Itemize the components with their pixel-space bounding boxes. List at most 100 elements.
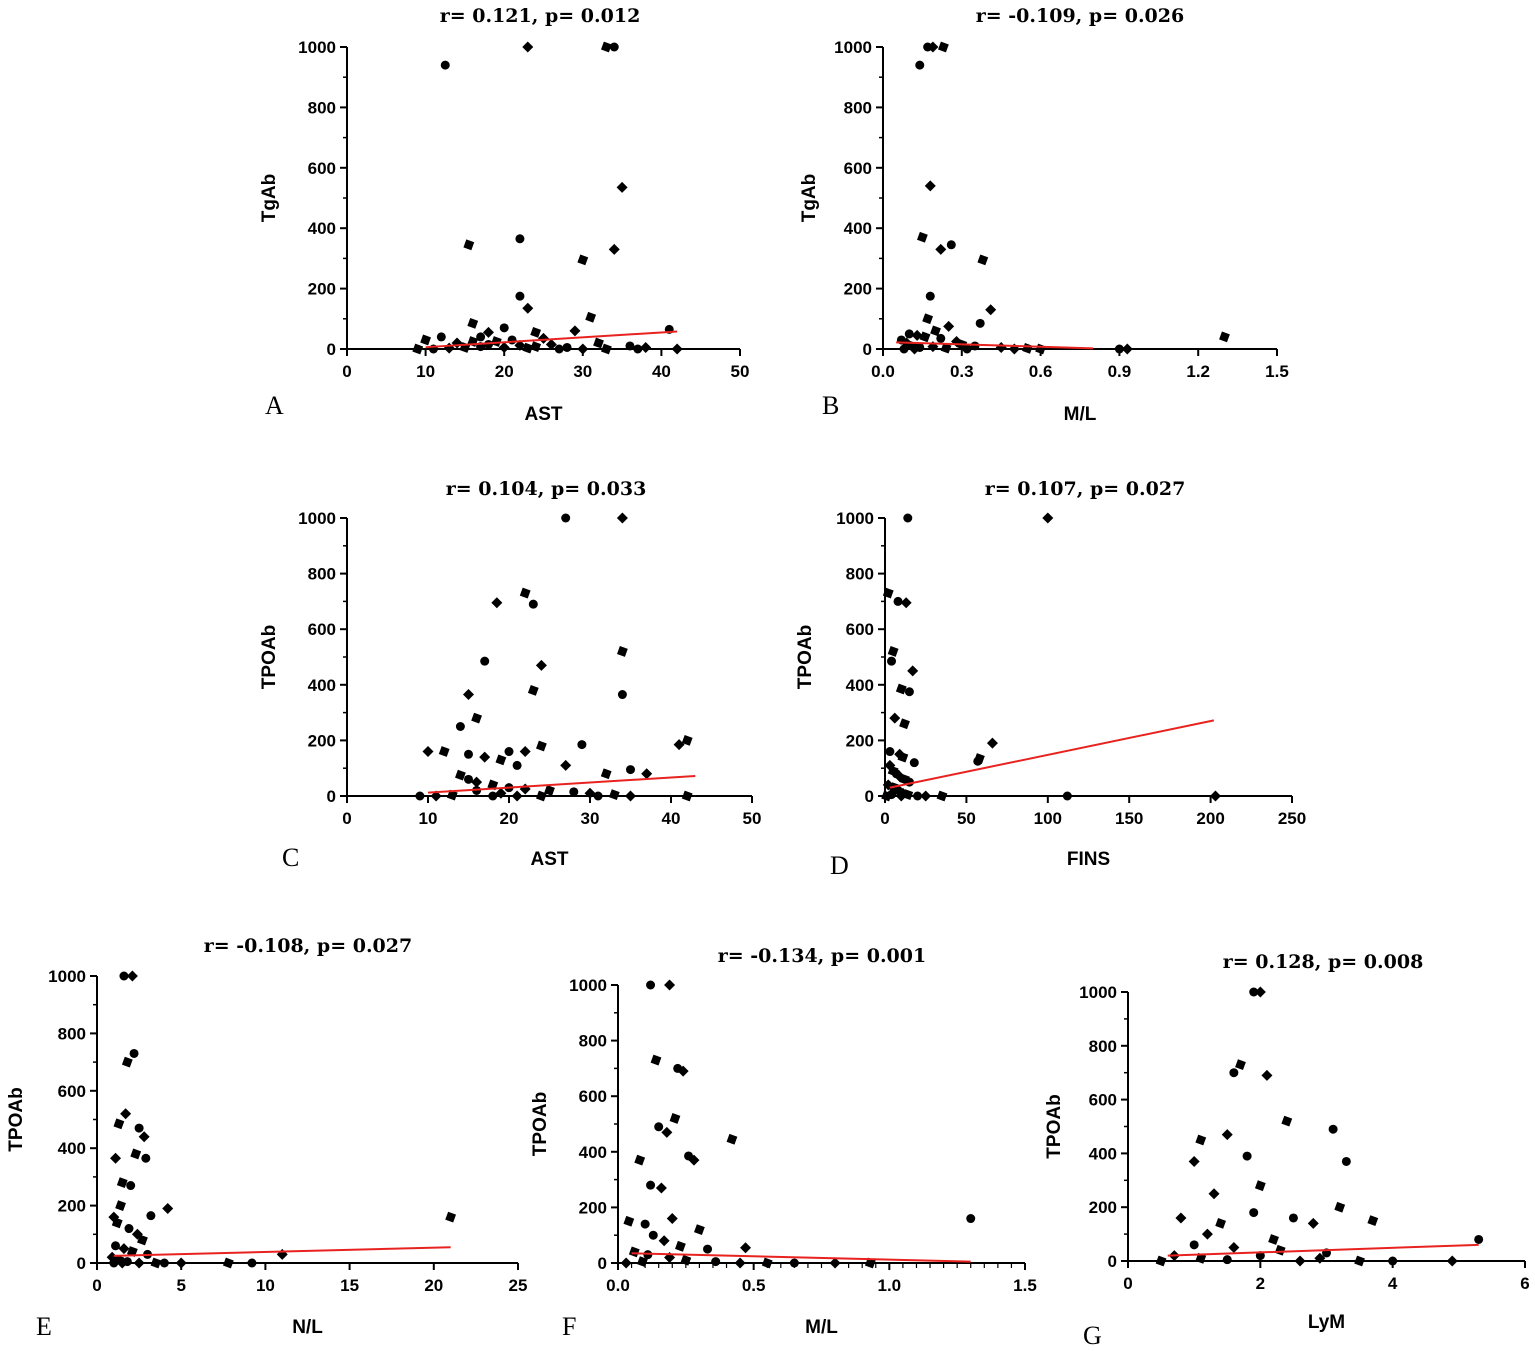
x-tick-label: 1.5 bbox=[1265, 362, 1289, 381]
data-point bbox=[528, 599, 538, 609]
data-point bbox=[946, 240, 956, 250]
x-tick-label: 50 bbox=[743, 809, 762, 828]
x-tick-label: 10 bbox=[419, 809, 438, 828]
data-point bbox=[111, 1241, 121, 1251]
data-point bbox=[412, 343, 424, 355]
data-point bbox=[560, 759, 572, 771]
data-point bbox=[637, 1256, 648, 1267]
chart-panel-g: r= 0.128, p= 0.008 0 200 400 600 800 1000 0 2 4 6 L… bbox=[1044, 951, 1530, 1350]
x-tick-label: 10 bbox=[256, 1276, 275, 1295]
data-point bbox=[889, 712, 901, 724]
data-point bbox=[535, 659, 547, 671]
data-point bbox=[536, 740, 547, 752]
data-point bbox=[1274, 1244, 1286, 1256]
x-tick-label: 0 bbox=[342, 362, 351, 381]
data-point bbox=[895, 683, 907, 695]
data-point bbox=[415, 791, 425, 801]
data-point bbox=[110, 1152, 122, 1164]
data-point bbox=[440, 60, 450, 70]
data-point bbox=[726, 1133, 738, 1145]
data-point bbox=[919, 331, 931, 343]
chart-title: r= 0.128, p= 0.008 bbox=[1223, 951, 1424, 973]
x-tick-label: 5 bbox=[176, 1276, 185, 1295]
y-tick-label: 0 bbox=[327, 340, 336, 359]
y-tick-label: 1000 bbox=[48, 967, 86, 986]
x-axis-label: AST bbox=[531, 849, 569, 870]
data-point bbox=[711, 1257, 721, 1267]
data-point bbox=[887, 790, 897, 800]
y-tick-label: 400 bbox=[846, 676, 874, 695]
data-point bbox=[115, 1200, 126, 1211]
x-tick-label: 1.5 bbox=[1013, 1276, 1037, 1295]
regression-line bbox=[113, 1246, 451, 1257]
data-point bbox=[671, 343, 683, 355]
x-tick-label: 100 bbox=[1034, 809, 1062, 828]
data-point bbox=[515, 234, 525, 244]
data-point bbox=[464, 749, 473, 759]
y-tick-label: 800 bbox=[308, 565, 336, 584]
data-point bbox=[900, 597, 912, 609]
data-point bbox=[1221, 1129, 1233, 1141]
data-point bbox=[577, 254, 589, 266]
y-tick-label: 400 bbox=[308, 676, 336, 695]
y-tick-label: 400 bbox=[844, 219, 872, 238]
data-point bbox=[118, 1243, 130, 1255]
y-tick-label: 400 bbox=[579, 1143, 607, 1162]
data-point bbox=[1474, 1234, 1484, 1244]
data-point bbox=[887, 656, 897, 666]
data-point bbox=[536, 790, 547, 802]
data-point bbox=[463, 239, 475, 251]
x-tick-label: 30 bbox=[573, 362, 592, 381]
data-point bbox=[126, 1181, 136, 1191]
y-tick-label: 200 bbox=[308, 280, 336, 299]
data-point bbox=[498, 341, 510, 353]
data-point bbox=[1035, 343, 1046, 355]
data-point bbox=[623, 1215, 635, 1227]
data-point bbox=[829, 1257, 841, 1269]
data-point bbox=[483, 339, 493, 349]
data-point bbox=[495, 754, 507, 766]
chart-title: r= 0.104, p= 0.033 bbox=[446, 478, 647, 500]
data-point bbox=[935, 243, 947, 255]
chart-title: r= -0.109, p= 0.026 bbox=[976, 5, 1184, 27]
data-point bbox=[661, 1126, 673, 1138]
regression-line bbox=[631, 1252, 971, 1263]
x-axis-label: AST bbox=[525, 404, 563, 425]
chart-panel-c: r= 0.104, p= 0.033 0 200 400 600 800 1000 0 10 20… bbox=[259, 478, 761, 872]
data-point bbox=[491, 597, 503, 609]
data-point bbox=[499, 323, 509, 333]
data-point bbox=[438, 746, 450, 757]
data-point bbox=[1222, 1255, 1232, 1265]
panel-letter: G bbox=[1083, 1321, 1102, 1350]
data-point bbox=[650, 1054, 662, 1066]
data-point bbox=[936, 333, 946, 343]
data-point bbox=[1062, 791, 1072, 801]
data-point bbox=[925, 291, 935, 301]
data-point bbox=[519, 746, 531, 758]
panel-letter: F bbox=[562, 1312, 576, 1341]
data-point bbox=[681, 735, 693, 746]
data-point bbox=[124, 1224, 134, 1234]
data-point bbox=[1328, 1124, 1338, 1134]
x-axis-label: FINS bbox=[1067, 849, 1110, 870]
x-axis-label: M/L bbox=[1064, 404, 1097, 425]
data-point bbox=[673, 739, 685, 751]
data-point bbox=[1208, 1188, 1220, 1200]
y-tick-label: 600 bbox=[1089, 1091, 1117, 1110]
data-point bbox=[116, 1257, 128, 1269]
x-tick-label: 20 bbox=[495, 362, 514, 381]
panel-letter: E bbox=[36, 1312, 52, 1341]
chart-panel-d: r= 0.107, p= 0.027 0 200 400 600 800 1000 0 50 10… bbox=[795, 478, 1306, 880]
y-tick-label: 800 bbox=[844, 98, 872, 117]
y-axis-label: TPOAb bbox=[259, 625, 280, 689]
data-point bbox=[129, 1048, 139, 1058]
data-point bbox=[913, 791, 923, 801]
data-point bbox=[895, 790, 907, 802]
y-tick-label: 0 bbox=[77, 1254, 86, 1273]
data-point bbox=[1042, 512, 1054, 524]
x-tick-label: 0.3 bbox=[950, 362, 974, 381]
x-axis-label: M/L bbox=[805, 1317, 838, 1338]
y-tick-label: 0 bbox=[865, 787, 874, 806]
data-point bbox=[137, 1234, 148, 1246]
y-axis-label: TPOAb bbox=[1044, 1094, 1065, 1158]
